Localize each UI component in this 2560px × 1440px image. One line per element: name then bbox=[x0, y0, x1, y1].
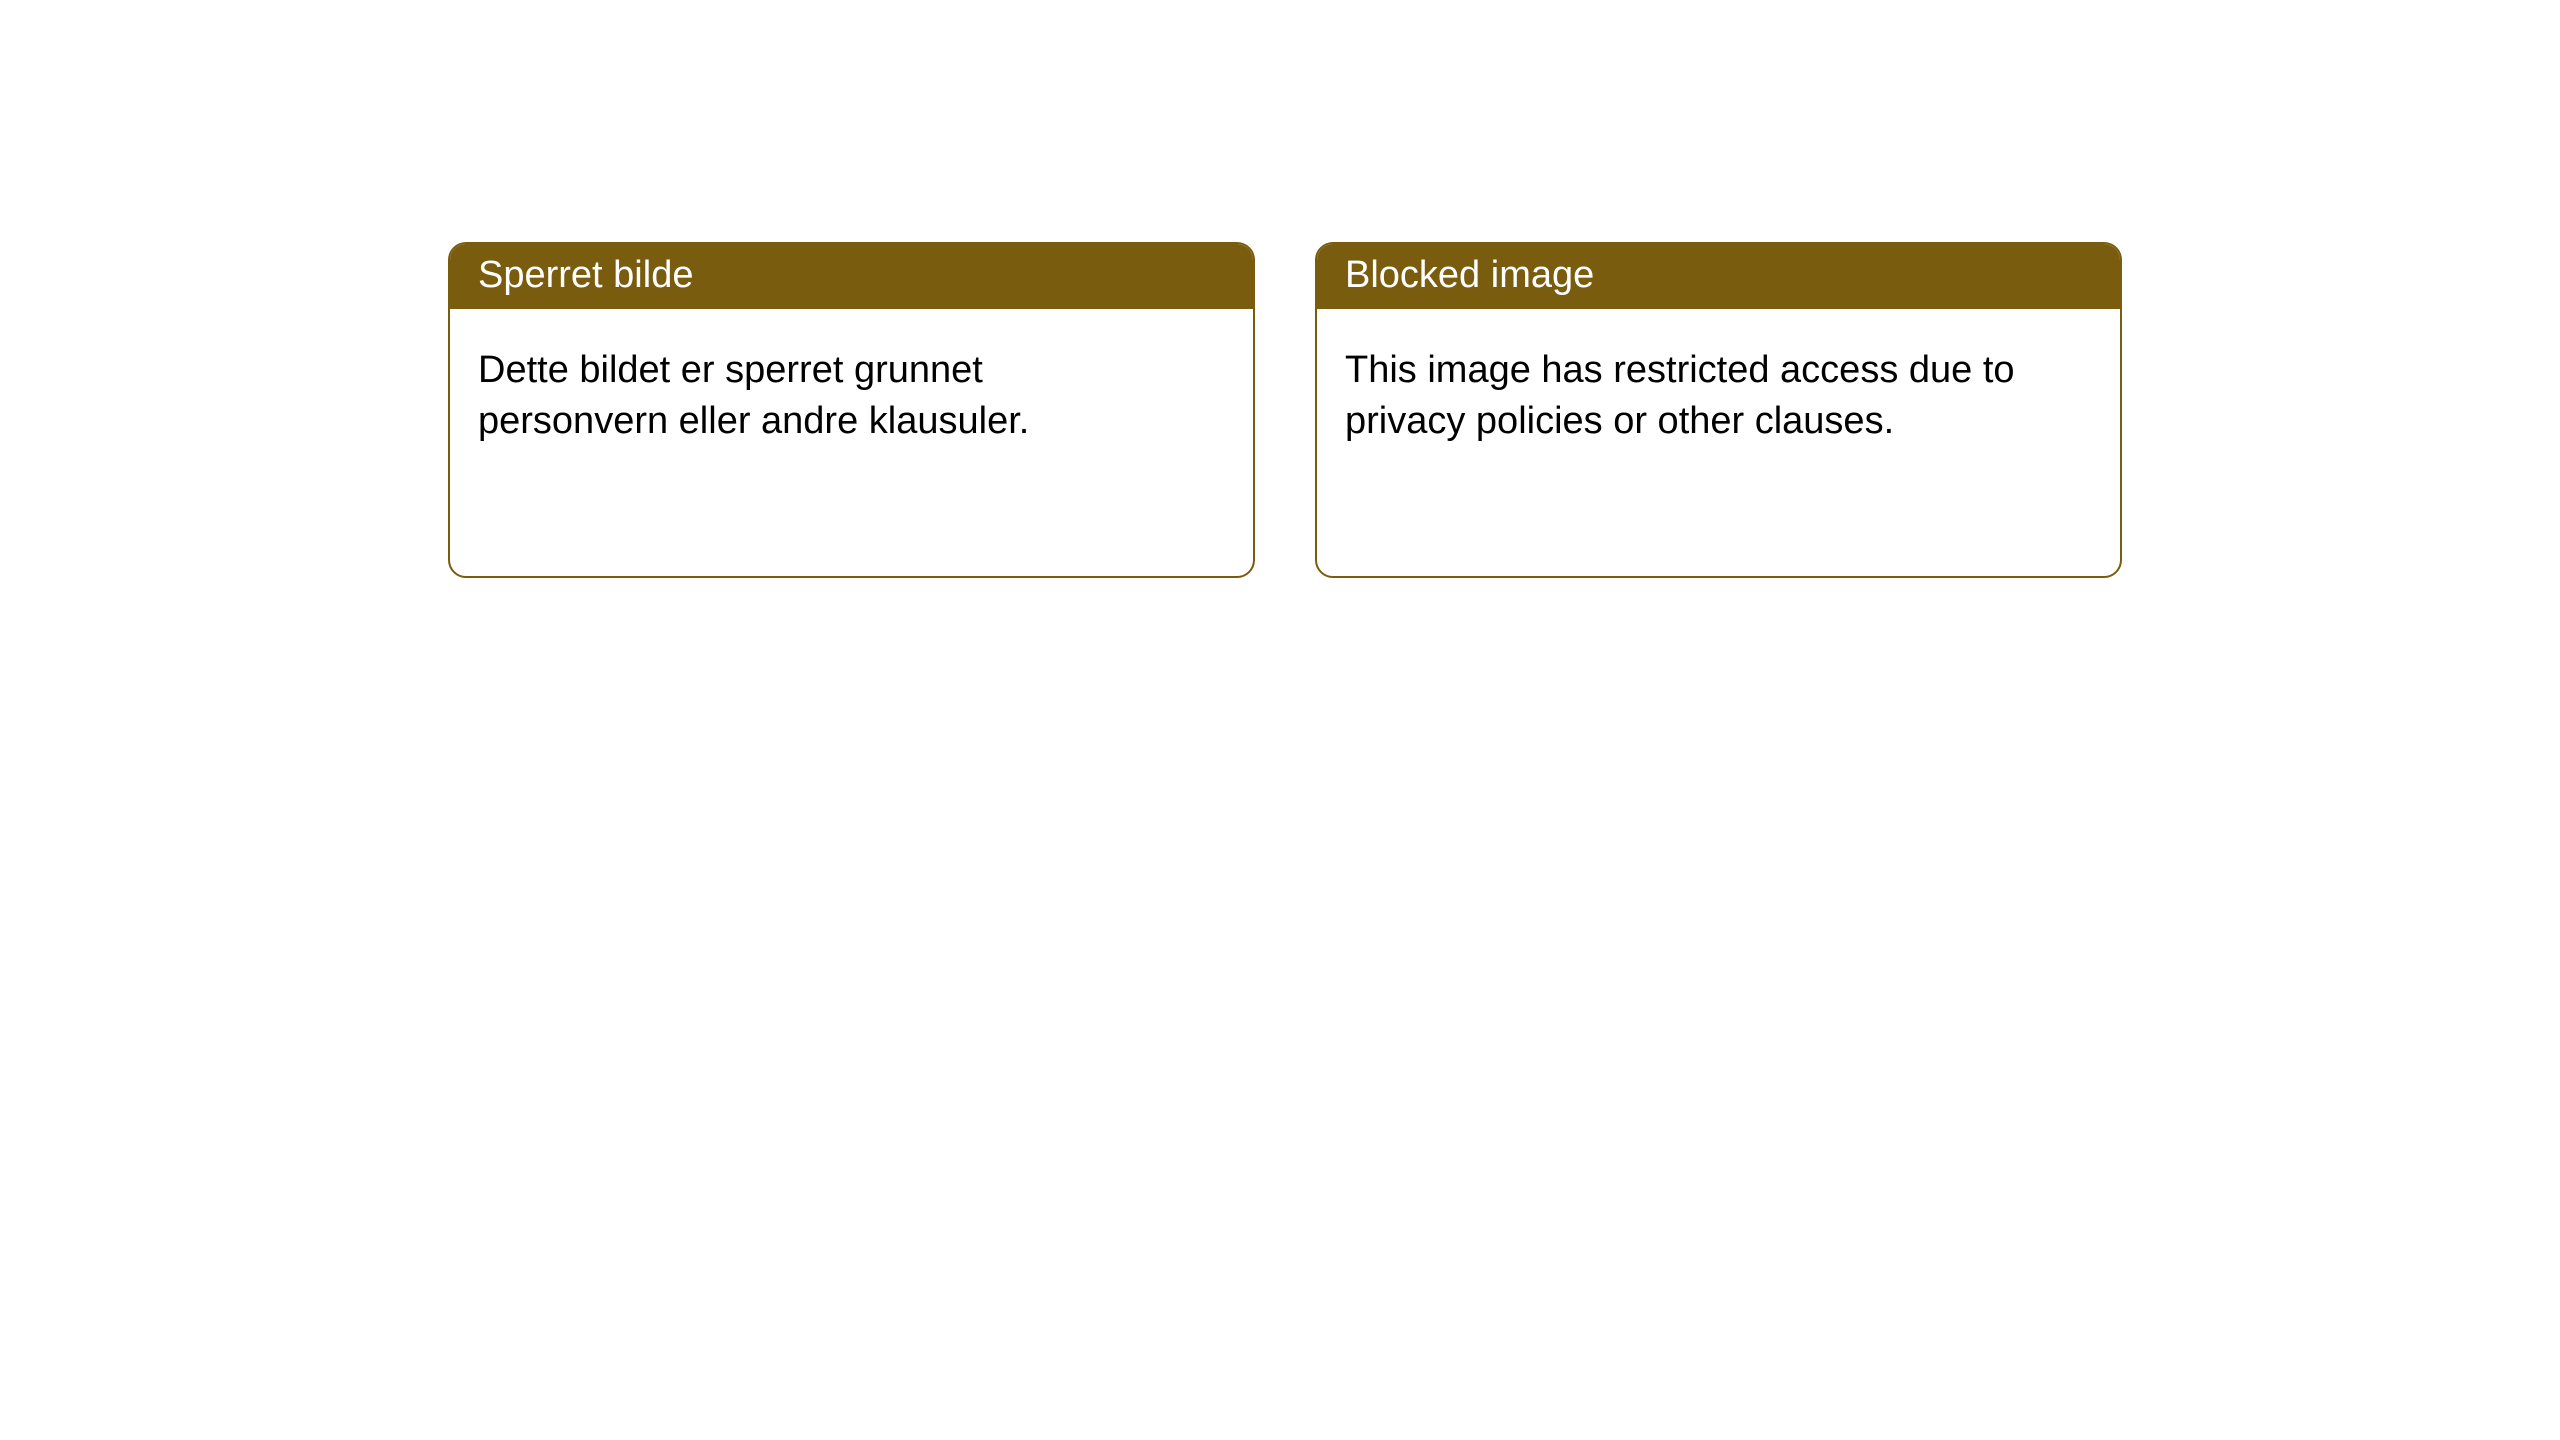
card-body-text: This image has restricted access due to … bbox=[1345, 345, 2025, 448]
card-body-text: Dette bildet er sperret grunnet personve… bbox=[478, 345, 1158, 448]
card-body: Dette bildet er sperret grunnet personve… bbox=[450, 309, 1253, 484]
card-header: Blocked image bbox=[1317, 244, 2120, 309]
notice-card-norwegian: Sperret bilde Dette bildet er sperret gr… bbox=[448, 242, 1255, 578]
card-title: Sperret bilde bbox=[478, 254, 693, 296]
notice-container: Sperret bilde Dette bildet er sperret gr… bbox=[0, 0, 2560, 578]
card-body: This image has restricted access due to … bbox=[1317, 309, 2120, 484]
card-title: Blocked image bbox=[1345, 254, 1594, 296]
card-header: Sperret bilde bbox=[450, 244, 1253, 309]
notice-card-english: Blocked image This image has restricted … bbox=[1315, 242, 2122, 578]
